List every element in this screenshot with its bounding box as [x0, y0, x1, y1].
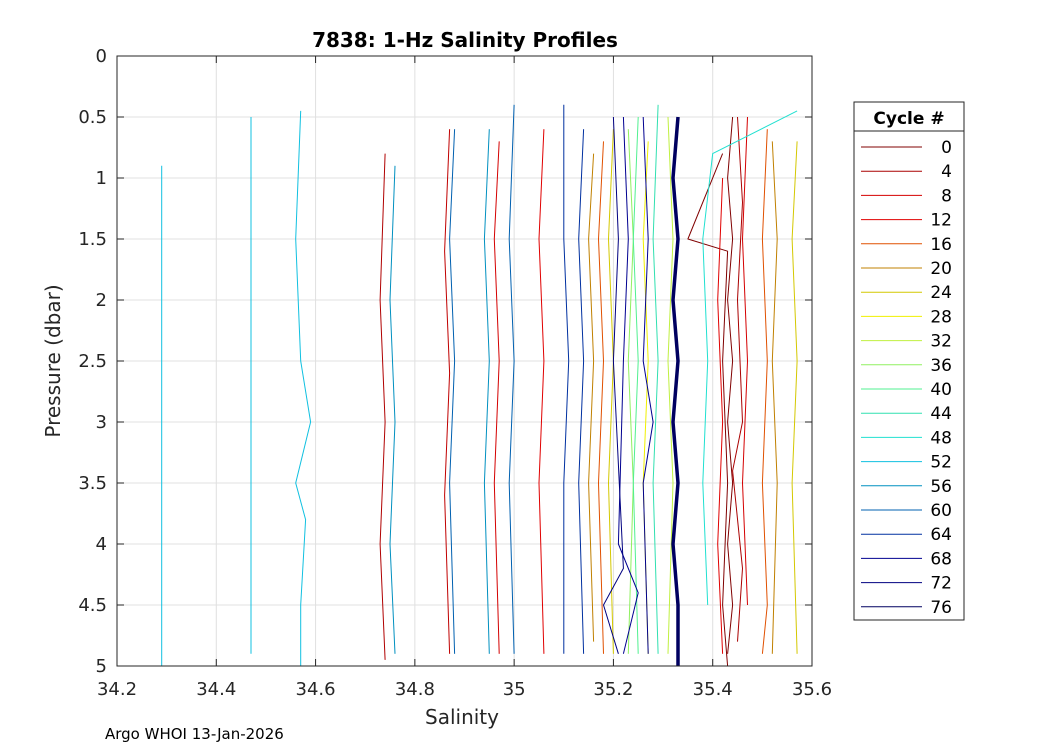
salinity-profile-line — [449, 129, 456, 654]
x-tick-label: 35 — [503, 679, 526, 700]
y-axis-label: Pressure (dbar) — [41, 284, 65, 437]
x-tick-label: 34.6 — [296, 679, 336, 700]
y-tick-label: 4 — [96, 534, 107, 555]
legend-entry-label: 32 — [930, 332, 952, 352]
salinity-profile-line — [761, 129, 768, 654]
legend-entry-label: 56 — [930, 477, 952, 497]
salinity-profile-line — [727, 116, 734, 654]
chart-title: 7838: 1-Hz Salinity Profiles — [312, 28, 618, 52]
salinity-profile-line — [563, 104, 570, 654]
x-tick-label: 35.4 — [693, 679, 733, 700]
salinity-profile-line — [389, 165, 396, 654]
y-tick-label: 0.5 — [78, 107, 107, 128]
y-tick-label: 1 — [96, 168, 107, 189]
x-tick-label: 34.8 — [395, 679, 435, 700]
legend-entry-label: 36 — [930, 356, 952, 376]
x-tick-label: 35.6 — [792, 679, 832, 700]
legend: Cycle # 04812162024283236404448525660646… — [853, 101, 965, 621]
legend-entry-label: 76 — [930, 598, 952, 618]
salinity-profile-line — [632, 116, 639, 654]
y-tick-label: 2 — [96, 290, 107, 311]
salinity-profile-line — [652, 104, 659, 654]
salinity-profile-line — [717, 177, 724, 654]
salinity-profile-line — [627, 129, 634, 654]
y-tick-label: 3.5 — [78, 473, 107, 494]
legend-entry-label: 28 — [930, 307, 952, 327]
salinity-profile-line — [538, 129, 545, 654]
salinity-profile-line — [578, 129, 585, 654]
salinity-profile-line — [702, 110, 798, 606]
legend-title: Cycle # — [873, 109, 944, 129]
legend-entry-label: 4 — [941, 162, 952, 182]
x-axis-ticks: 34.2 34.4 34.6 34.8 35 35.2 35.4 35.6 — [97, 56, 832, 700]
salinity-profile-line — [598, 141, 604, 654]
salinity-profile-line — [508, 104, 515, 654]
x-tick-label: 34.2 — [97, 679, 137, 700]
salinity-profile-line — [687, 153, 729, 667]
legend-entry-label: 24 — [930, 283, 952, 303]
y-tick-label: 4.5 — [78, 595, 107, 616]
salinity-profile-line — [493, 141, 500, 654]
y-tick-label: 1.5 — [78, 229, 107, 250]
salinity-profile-line — [444, 129, 451, 654]
salinity-profile-line — [642, 116, 654, 654]
legend-entry-label: 72 — [930, 574, 952, 594]
salinity-profile-line — [295, 110, 312, 666]
legend-entry-label: 16 — [930, 235, 952, 255]
legend-entry-label: 44 — [930, 404, 952, 424]
legend-entry-label: 0 — [941, 138, 952, 158]
legend-entry-label: 60 — [930, 501, 952, 521]
salinity-profile-line — [791, 141, 798, 654]
legend-box — [853, 101, 965, 621]
salinity-profile-line — [742, 116, 748, 606]
salinity-profile-line — [667, 116, 674, 654]
salinity-profile-line — [603, 116, 624, 654]
y-axis-ticks: 0 0.5 1 1.5 2 2.5 3 3.5 4 4.5 5 — [78, 46, 812, 677]
legend-entry-label: 40 — [930, 380, 952, 400]
series-group — [161, 104, 798, 667]
legend-entry-label: 12 — [930, 211, 952, 231]
y-tick-label: 5 — [96, 656, 107, 677]
legend-entry-label: 20 — [930, 259, 952, 279]
salinity-profile-line — [379, 153, 386, 660]
legend-entry-label: 48 — [930, 428, 952, 448]
salinity-profile-line — [483, 129, 490, 654]
y-tick-label: 0 — [96, 46, 107, 67]
x-tick-label: 35.2 — [593, 679, 633, 700]
legend-entry-label: 68 — [930, 549, 952, 569]
footer-credit: Argo WHOI 13-Jan-2026 — [105, 725, 284, 743]
y-tick-label: 2.5 — [78, 351, 107, 372]
salinity-profile-line — [771, 141, 778, 654]
x-axis-label: Salinity — [425, 705, 499, 729]
legend-entry-label: 64 — [930, 525, 952, 545]
salinity-profile-line — [732, 116, 743, 642]
salinity-profile-line — [617, 116, 639, 654]
legend-entry-label: 8 — [941, 186, 952, 206]
salinity-profile-line — [588, 153, 595, 642]
y-tick-label: 3 — [96, 412, 107, 433]
x-tick-label: 34.4 — [196, 679, 236, 700]
salinity-profile-line — [671, 116, 680, 666]
legend-entry-label: 52 — [930, 453, 952, 473]
